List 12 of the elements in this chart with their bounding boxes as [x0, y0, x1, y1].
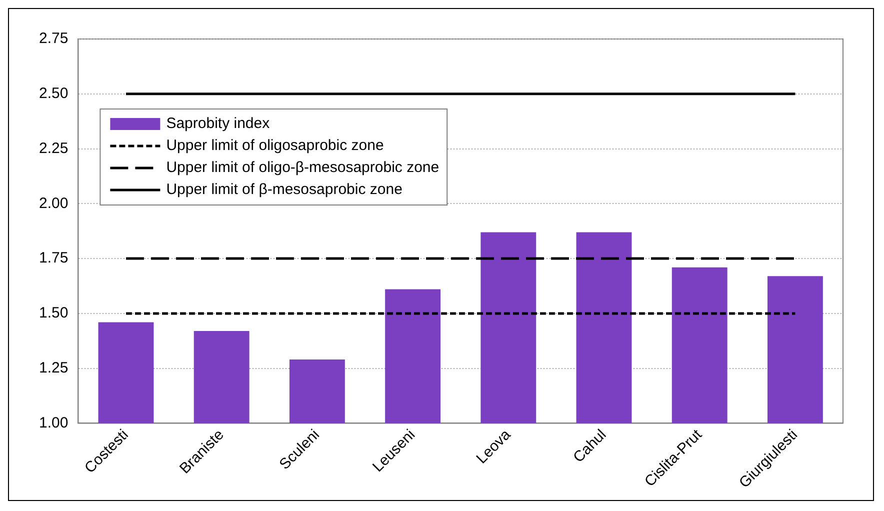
y-tick-label: 2.50: [38, 85, 68, 102]
legend-label: Saprobity index: [166, 115, 270, 132]
y-tick-label: 2.00: [38, 194, 68, 212]
y-tick-label: 1.75: [38, 250, 68, 267]
legend-label: Upper limit of oligosaprobic zone: [166, 137, 384, 154]
legend-label: Upper limit of β-mesosaprobic zone: [166, 181, 402, 198]
y-tick-label: 2.75: [38, 30, 68, 48]
y-tick-label: 1.50: [38, 304, 68, 322]
y-tick-label: 1.25: [38, 359, 68, 376]
y-tick-label: 1.00: [38, 414, 68, 432]
legend-label: Upper limit of oligo-β-mesosaprobic zone: [166, 159, 440, 176]
y-tick-label: 2.25: [38, 140, 68, 157]
